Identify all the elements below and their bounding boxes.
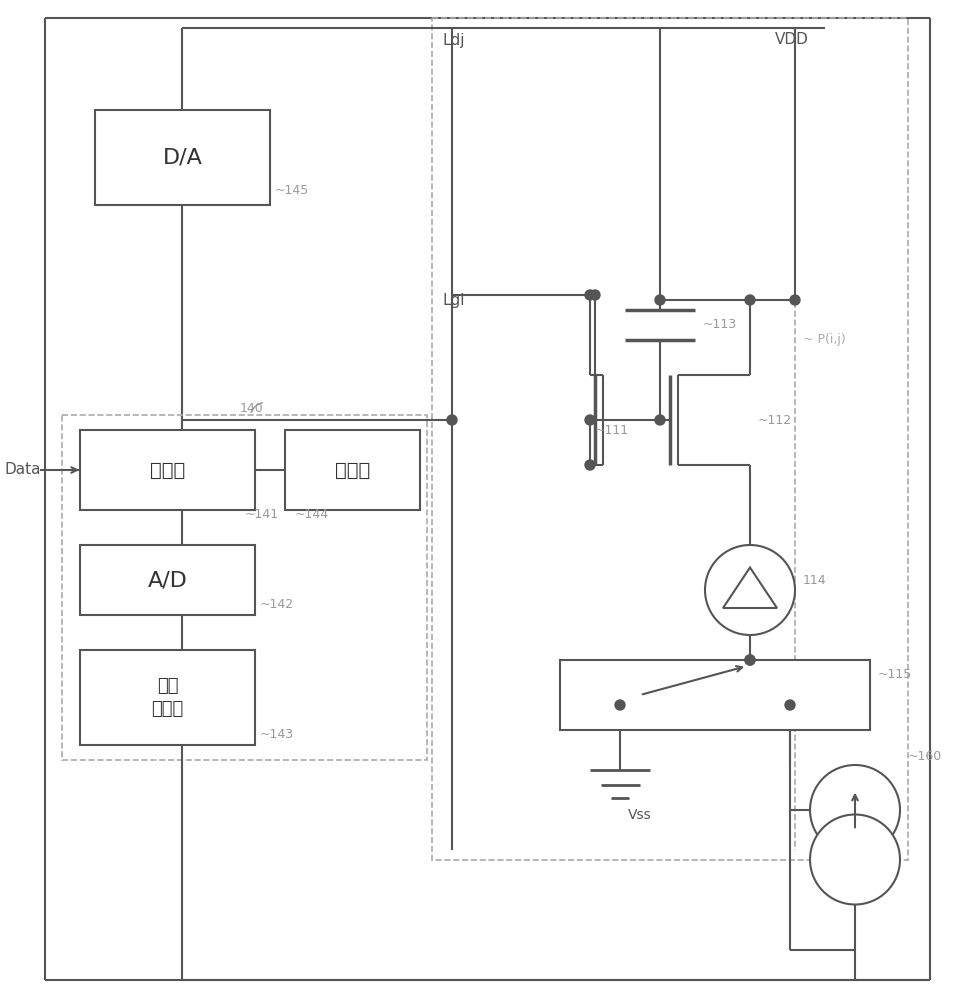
Text: ~160: ~160 xyxy=(908,750,942,762)
Text: 存储器: 存储器 xyxy=(334,460,370,480)
Circle shape xyxy=(585,290,595,300)
Circle shape xyxy=(705,545,795,635)
Text: ~141: ~141 xyxy=(245,508,279,522)
Circle shape xyxy=(655,415,665,425)
Circle shape xyxy=(585,415,595,425)
Text: ~111: ~111 xyxy=(595,424,629,436)
Circle shape xyxy=(745,655,755,665)
Circle shape xyxy=(785,700,795,710)
Circle shape xyxy=(590,290,600,300)
Text: ~145: ~145 xyxy=(275,184,309,196)
Bar xyxy=(80,430,255,510)
Text: Data: Data xyxy=(5,462,41,478)
Circle shape xyxy=(745,295,755,305)
Circle shape xyxy=(810,765,900,855)
Circle shape xyxy=(447,415,457,425)
Text: ~142: ~142 xyxy=(260,598,294,611)
Text: Ldj: Ldj xyxy=(442,32,464,47)
Text: ~144: ~144 xyxy=(295,508,329,522)
Text: ~ P(i,j): ~ P(i,j) xyxy=(803,334,846,347)
Text: VDD: VDD xyxy=(775,32,809,47)
Text: ~115: ~115 xyxy=(878,668,912,682)
Text: Lgi: Lgi xyxy=(442,292,464,308)
Bar xyxy=(80,650,255,745)
Bar xyxy=(80,545,255,615)
Text: 140: 140 xyxy=(240,401,263,414)
Text: ~112: ~112 xyxy=(758,414,792,426)
Text: 114: 114 xyxy=(803,574,826,586)
Bar xyxy=(432,18,908,860)
Circle shape xyxy=(810,814,900,904)
Text: ~113: ~113 xyxy=(703,318,737,332)
Bar xyxy=(285,430,420,510)
Bar xyxy=(62,415,427,760)
Text: ~143: ~143 xyxy=(260,728,294,742)
Text: 处理器: 处理器 xyxy=(150,460,185,480)
Circle shape xyxy=(790,295,800,305)
Bar xyxy=(560,660,870,730)
Text: D/A: D/A xyxy=(162,147,203,167)
Circle shape xyxy=(585,460,595,470)
Bar xyxy=(95,110,270,205)
Text: 低通
滤波器: 低通 滤波器 xyxy=(152,677,184,718)
Text: A/D: A/D xyxy=(148,570,187,590)
Circle shape xyxy=(615,700,625,710)
Text: Vss: Vss xyxy=(628,808,652,822)
Circle shape xyxy=(745,655,755,665)
Circle shape xyxy=(655,295,665,305)
